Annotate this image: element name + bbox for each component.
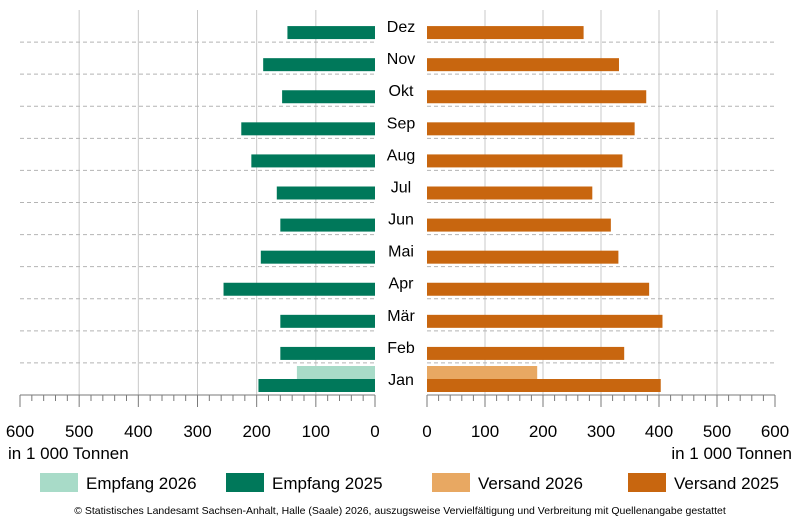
bar-versand-2025-Mai: [427, 250, 619, 264]
right-tick-label: 0: [422, 422, 431, 441]
legend-label-empfang-2025: Empfang 2025: [272, 474, 383, 493]
category-label-Feb: Feb: [387, 340, 415, 357]
category-label-Mai: Mai: [388, 244, 414, 261]
bar-versand-2025-Feb: [427, 346, 625, 360]
bar-empfang-2025-Nov: [263, 58, 375, 72]
bar-empfang-2025-Mai: [260, 250, 375, 264]
bar-versand-2025-Jul: [427, 186, 593, 200]
axis-layer: [19, 394, 776, 407]
bar-empfang-2025-Mär: [280, 314, 375, 328]
copyright-footer: © Statistisches Landesamt Sachsen-Anhalt…: [74, 505, 726, 517]
category-label-Aug: Aug: [387, 147, 415, 164]
category-label-Nov: Nov: [387, 51, 415, 68]
bar-empfang-2025-Sep: [241, 122, 375, 136]
bar-empfang-2025-Feb: [280, 346, 375, 360]
bar-empfang-2025-Jan: [258, 379, 375, 392]
left-tick-label: 0: [370, 422, 379, 441]
bar-empfang-2025-Jun: [280, 218, 375, 232]
left-tick-label: 500: [65, 422, 93, 441]
legend-swatch-empfang-2025: [226, 473, 264, 492]
left-tick-label: 400: [124, 422, 152, 441]
bar-empfang-2025-Jul: [276, 186, 375, 200]
legend-label-versand-2025: Versand 2025: [674, 474, 779, 493]
category-label-Jul: Jul: [391, 179, 411, 196]
left-tick-label: 100: [302, 422, 330, 441]
category-label-Jan: Jan: [388, 372, 414, 389]
bar-versand-2025-Mär: [427, 314, 663, 328]
left-tick-label: 600: [6, 422, 34, 441]
right-tick-label: 200: [529, 422, 557, 441]
bar-versand-2025-Jan: [427, 379, 661, 392]
right-tick-label: 300: [587, 422, 615, 441]
legend-swatch-empfang-2026: [40, 473, 78, 492]
bar-versand-2025-Apr: [427, 282, 650, 296]
left-tick-label: 300: [183, 422, 211, 441]
left-tick-label: 200: [242, 422, 270, 441]
bar-empfang-2025-Aug: [251, 154, 375, 168]
bar-versand-2025-Sep: [427, 122, 635, 136]
bar-empfang-2025-Okt: [282, 90, 375, 104]
right-unit-label: in 1 000 Tonnen: [671, 444, 792, 463]
bar-empfang-2026-Jan: [296, 366, 375, 379]
bar-versand-2025-Jun: [427, 218, 611, 232]
left-unit-label: in 1 000 Tonnen: [8, 444, 129, 463]
category-label-Mär: Mär: [387, 308, 415, 325]
category-label-Dez: Dez: [387, 19, 415, 36]
category-label-Apr: Apr: [389, 276, 415, 293]
right-tick-label: 500: [703, 422, 731, 441]
right-tick-label: 100: [471, 422, 499, 441]
bar-versand-2025-Okt: [427, 90, 647, 104]
bar-empfang-2025-Dez: [287, 26, 375, 40]
bars-layer: [223, 26, 663, 392]
legend-label-empfang-2026: Empfang 2026: [86, 474, 197, 493]
category-label-Jun: Jun: [388, 212, 414, 229]
legend: Empfang 2026 Empfang 2025 Versand 2026 Vers…: [40, 473, 779, 493]
labels-layer: 600 500 400 300 200 100 0 0 100 200 300 400 500 600 in…: [6, 19, 792, 463]
category-label-Sep: Sep: [387, 115, 416, 132]
bar-versand-2025-Dez: [427, 26, 584, 40]
bar-versand-2025-Aug: [427, 154, 623, 168]
bar-versand-2025-Nov: [427, 58, 619, 72]
legend-swatch-versand-2026: [432, 473, 470, 492]
bar-versand-2026-Jan: [427, 366, 538, 379]
right-tick-label: 400: [645, 422, 673, 441]
legend-label-versand-2026: Versand 2026: [478, 474, 583, 493]
grid-layer: [20, 10, 775, 395]
legend-swatch-versand-2025: [628, 473, 666, 492]
bar-empfang-2025-Apr: [223, 282, 375, 296]
category-label-Okt: Okt: [389, 83, 414, 100]
right-tick-label: 600: [761, 422, 789, 441]
